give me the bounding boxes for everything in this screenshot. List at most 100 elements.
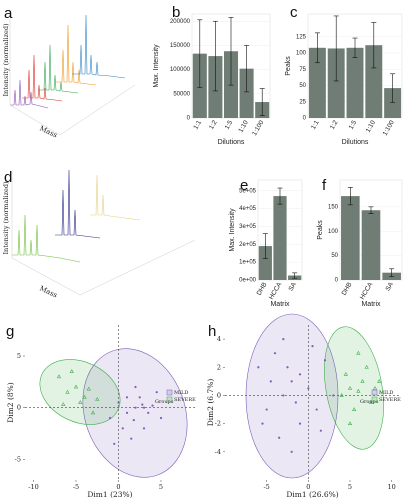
x-tick-label: 1:100 (251, 119, 265, 137)
spectrum-trace (22, 54, 63, 102)
bar (258, 246, 272, 280)
spectrum-trace (38, 44, 79, 94)
point (69, 369, 74, 373)
point (108, 416, 112, 420)
point (315, 408, 318, 411)
y-tick-label: 2e+05 (239, 242, 257, 248)
point (377, 378, 382, 383)
x-tick-label: 5 (348, 483, 352, 491)
legend-key (166, 396, 173, 403)
y-tick-label: 5e+05 (239, 188, 257, 194)
y-tick-label: 4 (217, 335, 221, 343)
x-tick-label: 5 (159, 483, 163, 491)
point (86, 386, 91, 391)
y-tick-label: 50 (299, 83, 306, 89)
point (343, 371, 348, 376)
y-tick-label: 1e+05 (239, 260, 257, 266)
x-axis-label: Dilutions (218, 139, 245, 146)
point (347, 421, 353, 426)
point (125, 396, 129, 399)
legend-key (166, 389, 173, 396)
bar (273, 196, 287, 280)
bar (327, 48, 345, 119)
x-axis-label: Matrix (361, 301, 381, 308)
x-tick-label: DHB (256, 281, 269, 296)
spectrum-trace (72, 14, 126, 79)
point (121, 427, 124, 430)
y-tick-label: 150 (328, 204, 339, 210)
point (159, 416, 163, 420)
point (117, 401, 120, 404)
panel-letter: a (4, 5, 13, 22)
point (298, 422, 302, 425)
x-tick-label: 1:5 (224, 119, 235, 131)
point (125, 411, 129, 414)
y-tick-label: 0 (217, 391, 221, 399)
point (368, 400, 373, 404)
point (141, 403, 144, 406)
panel-letter: b (172, 4, 180, 21)
point (138, 396, 141, 399)
x-axis-label: Dim1 (23%) (87, 490, 132, 499)
point (73, 384, 79, 389)
point (265, 408, 268, 411)
y-tick-label: 100 (296, 51, 307, 57)
legend-key (371, 389, 378, 396)
y-tick-label: 200000 (170, 19, 191, 25)
point (132, 418, 135, 422)
point (261, 422, 264, 425)
x-tick-label: 1:100 (382, 119, 396, 137)
point (282, 394, 285, 397)
point (298, 373, 302, 376)
y-tick-label: 0e+00 (239, 278, 257, 284)
y-tick-label: 50 (331, 253, 338, 259)
point (311, 345, 314, 348)
axis-frame (9, 15, 136, 136)
y-tick-label: 0 (187, 116, 191, 122)
x-tick-label: 10 (388, 483, 396, 491)
y-tick-label: 50000 (173, 91, 190, 97)
panel-letter: c (290, 4, 298, 21)
panel-letter: g (6, 323, 14, 340)
point (282, 337, 285, 341)
point (65, 389, 70, 394)
point (61, 402, 66, 406)
point (142, 427, 146, 430)
point (332, 394, 335, 397)
y-tick-label: -2 (215, 420, 221, 428)
ellipse-severe (39, 359, 121, 425)
point (356, 350, 361, 355)
y-axis-label: Intensity (normalized) (2, 23, 10, 97)
point (82, 394, 87, 399)
spectrum-trace (55, 24, 97, 86)
x-axis-label: Dim1 (26.6%) (286, 490, 338, 499)
x-tick-label: 1:1 (310, 119, 321, 131)
x-tick-label: DHB (341, 281, 354, 296)
point (339, 393, 344, 397)
axis-frame (11, 170, 196, 296)
y-axis-label: Peaks (285, 56, 292, 76)
panel-letter: e (240, 177, 248, 194)
point (134, 406, 137, 409)
point (294, 401, 297, 404)
x-tick-label: -10 (28, 483, 38, 491)
x-tick-label: SA (384, 281, 395, 293)
x-tick-label: 0 (116, 483, 120, 491)
y-axis-label: Dim2 (8%) (6, 382, 15, 423)
legend-key (371, 396, 378, 403)
bar (346, 47, 364, 118)
point (347, 385, 353, 390)
x-axis-label: Mass (38, 284, 59, 299)
y-tick-label: 100 (328, 229, 339, 235)
y-tick-label: -4 (215, 448, 221, 456)
ellipse-severe (324, 326, 384, 450)
bar (308, 47, 326, 118)
point (364, 364, 369, 369)
x-axis-label: Mass (38, 124, 59, 139)
y-tick-label: 75 (299, 67, 306, 73)
point (356, 388, 361, 393)
y-tick-label: 125 (296, 34, 307, 40)
point (142, 406, 146, 409)
point (290, 380, 293, 383)
